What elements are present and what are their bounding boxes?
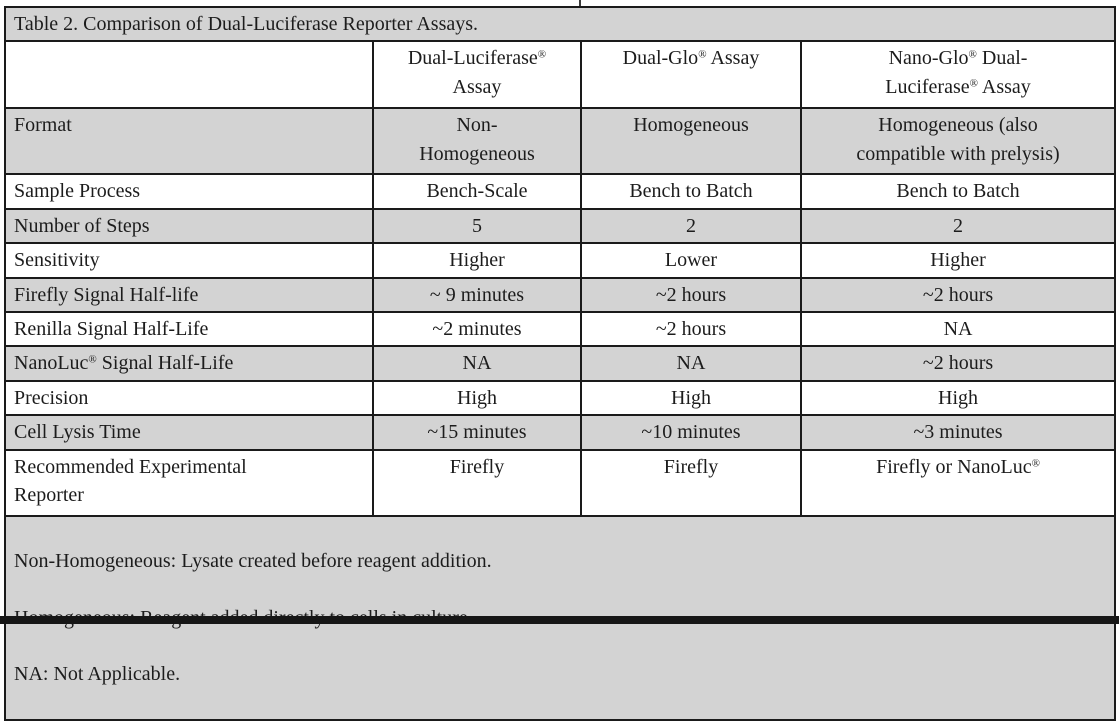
table-row-nanoluc-half-life: NanoLuc® Signal Half-Life NA NA ~2 hours xyxy=(4,345,1117,382)
header-row: Dual-Luciferase® Assay Dual-Glo® Assay N… xyxy=(4,40,1117,110)
cell-value: High xyxy=(372,379,582,417)
cell-value: Homogeneous (also compatible with prelys… xyxy=(799,107,1117,176)
cell-value: Lower xyxy=(580,242,802,279)
column-header-dual-glo: Dual-Glo® Assay xyxy=(580,40,802,110)
cell-value: ~2 minutes xyxy=(372,310,582,348)
table-row-sensitivity: Sensitivity Higher Lower Higher xyxy=(4,242,1117,279)
cell-value: Firefly or NanoLuc® xyxy=(799,448,1117,517)
cell-value: NA xyxy=(799,310,1117,348)
row-label: Recommended Experimental Reporter xyxy=(4,448,374,517)
row-label: Number of Steps xyxy=(4,207,374,245)
cell-value: High xyxy=(799,379,1117,417)
cell-value: Homogeneous xyxy=(580,107,802,176)
comparison-table: Table 2. Comparison of Dual-Luciferase R… xyxy=(3,5,1117,721)
cell-value: Firefly xyxy=(580,448,802,517)
column-header-dual-luciferase: Dual-Luciferase® Assay xyxy=(372,40,582,110)
cell-value: ~2 hours xyxy=(799,276,1117,313)
cell-value: ~2 hours xyxy=(580,310,802,348)
cell-value: 2 xyxy=(799,207,1117,245)
row-label: Format xyxy=(4,107,374,176)
cell-value: ~15 minutes xyxy=(372,414,582,451)
cell-value: Non- Homogeneous xyxy=(372,107,582,176)
row-label: Cell Lysis Time xyxy=(4,414,374,451)
cell-value: Bench to Batch xyxy=(580,173,802,210)
cell-value: Bench-Scale xyxy=(372,173,582,210)
column-header-empty xyxy=(4,40,374,110)
row-label: Sample Process xyxy=(4,173,374,210)
cell-value: 5 xyxy=(372,207,582,245)
cell-value: High xyxy=(580,379,802,417)
table-title-row: Table 2. Comparison of Dual-Luciferase R… xyxy=(3,5,1117,43)
table-row-precision: Precision High High High xyxy=(4,379,1117,417)
cell-value: Higher xyxy=(799,242,1117,279)
cell-value: NA xyxy=(580,345,802,382)
row-label: Renilla Signal Half-Life xyxy=(4,310,374,348)
page-bottom-rule xyxy=(0,616,1119,624)
cell-value: 2 xyxy=(580,207,802,245)
table-row-recommended-reporter: Recommended Experimental Reporter Firefl… xyxy=(4,448,1117,517)
cell-value: Bench to Batch xyxy=(799,173,1117,210)
cell-value: ~3 minutes xyxy=(799,414,1117,451)
table-title: Table 2. Comparison of Dual-Luciferase R… xyxy=(3,5,1117,43)
page-artifact-tick xyxy=(579,0,581,6)
column-header-nano-glo: Nano-Glo® Dual- Luciferase® Assay xyxy=(799,40,1117,110)
table-row-cell-lysis-time: Cell Lysis Time ~15 minutes ~10 minutes … xyxy=(4,414,1117,451)
row-label: Precision xyxy=(4,379,374,417)
footnote-na: NA: Not Applicable. xyxy=(14,663,181,686)
row-label: NanoLuc® Signal Half-Life xyxy=(4,345,374,382)
table-row-number-of-steps: Number of Steps 5 2 2 xyxy=(4,207,1117,245)
row-label: Sensitivity xyxy=(4,242,374,279)
table-row-renilla-half-life: Renilla Signal Half-Life ~2 minutes ~2 h… xyxy=(4,310,1117,348)
table-row-sample-process: Sample Process Bench-Scale Bench to Batc… xyxy=(4,173,1117,210)
cell-value: Firefly xyxy=(372,448,582,517)
cell-value: ~2 hours xyxy=(799,345,1117,382)
cell-value: ~10 minutes xyxy=(580,414,802,451)
table-row-firefly-half-life: Firefly Signal Half-life ~ 9 minutes ~2 … xyxy=(4,276,1117,313)
cell-value: ~2 hours xyxy=(580,276,802,313)
footnote-non-homogeneous: Non-Homogeneous: Lysate created before r… xyxy=(14,549,492,572)
cell-value: ~ 9 minutes xyxy=(372,276,582,313)
row-label: Firefly Signal Half-life xyxy=(4,276,374,313)
cell-value: Higher xyxy=(372,242,582,279)
cell-value: NA xyxy=(372,345,582,382)
table-row-format: Format Non- Homogeneous Homogeneous Homo… xyxy=(4,107,1117,176)
